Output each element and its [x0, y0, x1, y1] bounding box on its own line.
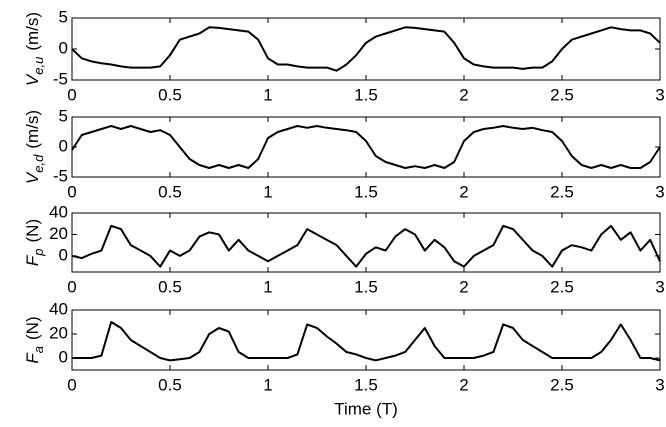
- x-tick-label: 0: [67, 277, 76, 296]
- y-tick-label: -5: [53, 166, 68, 185]
- y-axis-label: Ve,u (m/s): [23, 12, 46, 86]
- y-tick-label: -5: [53, 69, 68, 88]
- data-line: [71, 125, 661, 169]
- x-tick-label: 2.5: [550, 375, 574, 394]
- y-tick-label: 20: [49, 224, 68, 243]
- y-label-symbol: F: [23, 352, 42, 364]
- y-label-symbol: V: [23, 73, 42, 86]
- x-tick-label: 2: [459, 85, 468, 104]
- y-axis-label: Fp (N): [23, 219, 46, 266]
- y-tick-label: 20: [49, 323, 68, 342]
- y-label-subscript: e,u: [31, 57, 46, 75]
- x-axis-label: Time (T): [334, 399, 398, 418]
- y-label-subscript: e,d: [31, 154, 46, 173]
- data-line: [72, 321, 661, 362]
- y-label-unit: (m/s): [23, 12, 42, 51]
- y-tick-label: 0: [59, 38, 68, 57]
- y-tick-label: 5: [59, 106, 68, 125]
- x-tick-label: 3: [655, 85, 664, 104]
- y-tick-label: 5: [59, 7, 68, 26]
- plot-frame: [71, 309, 661, 371]
- y-label-unit: (N): [23, 219, 42, 243]
- y-label-unit: (N): [23, 316, 42, 340]
- x-tick-label: 1.5: [354, 375, 378, 394]
- x-tick-label: 0: [67, 182, 76, 201]
- x-tick-label: 2: [459, 375, 468, 394]
- x-tick-label: 0.5: [158, 182, 182, 201]
- x-tick-label: 1.5: [354, 85, 378, 104]
- plot-frame: [71, 212, 661, 273]
- y-label-subscript: p: [31, 248, 46, 256]
- y-label-unit: (m/s): [23, 110, 42, 149]
- plot-frame: [71, 116, 661, 178]
- x-tick-label: 0: [67, 85, 76, 104]
- y-tick-label: 40: [49, 299, 68, 318]
- y-axis-label: Ve,d (m/s): [23, 110, 46, 184]
- x-tick-label: 0.5: [158, 375, 182, 394]
- data-line: [71, 224, 661, 268]
- x-tick-label: 2: [459, 182, 468, 201]
- x-tick-label: 0: [67, 375, 76, 394]
- y-axis-label: Fa (N): [23, 316, 46, 363]
- x-tick-label: 1: [263, 375, 272, 394]
- x-tick-label: 2.5: [550, 85, 574, 104]
- x-tick-label: 1.5: [354, 277, 378, 296]
- x-tick-label: 3: [655, 182, 664, 201]
- plot-frame: [71, 17, 661, 81]
- x-tick-label: 0.5: [158, 85, 182, 104]
- x-tick-label: 2.5: [550, 182, 574, 201]
- y-tick-label: 0: [59, 136, 68, 155]
- data-line: [71, 26, 661, 72]
- x-tick-label: 1: [263, 182, 272, 201]
- x-tick-label: 0.5: [158, 277, 182, 296]
- x-tick-label: 1: [263, 85, 272, 104]
- x-tick-label: 2: [459, 277, 468, 296]
- y-tick-label: 0: [59, 245, 68, 264]
- y-label-symbol: V: [23, 171, 42, 184]
- x-tick-label: 2.5: [550, 277, 574, 296]
- y-label-subscript: a: [31, 346, 46, 353]
- x-tick-label: 1.5: [354, 182, 378, 201]
- y-tick-label: 40: [49, 202, 68, 221]
- x-tick-label: 3: [655, 277, 664, 296]
- x-tick-label: 1: [263, 277, 272, 296]
- x-tick-label: 3: [655, 375, 664, 394]
- y-label-symbol: F: [23, 254, 42, 266]
- y-tick-label: 0: [59, 347, 68, 366]
